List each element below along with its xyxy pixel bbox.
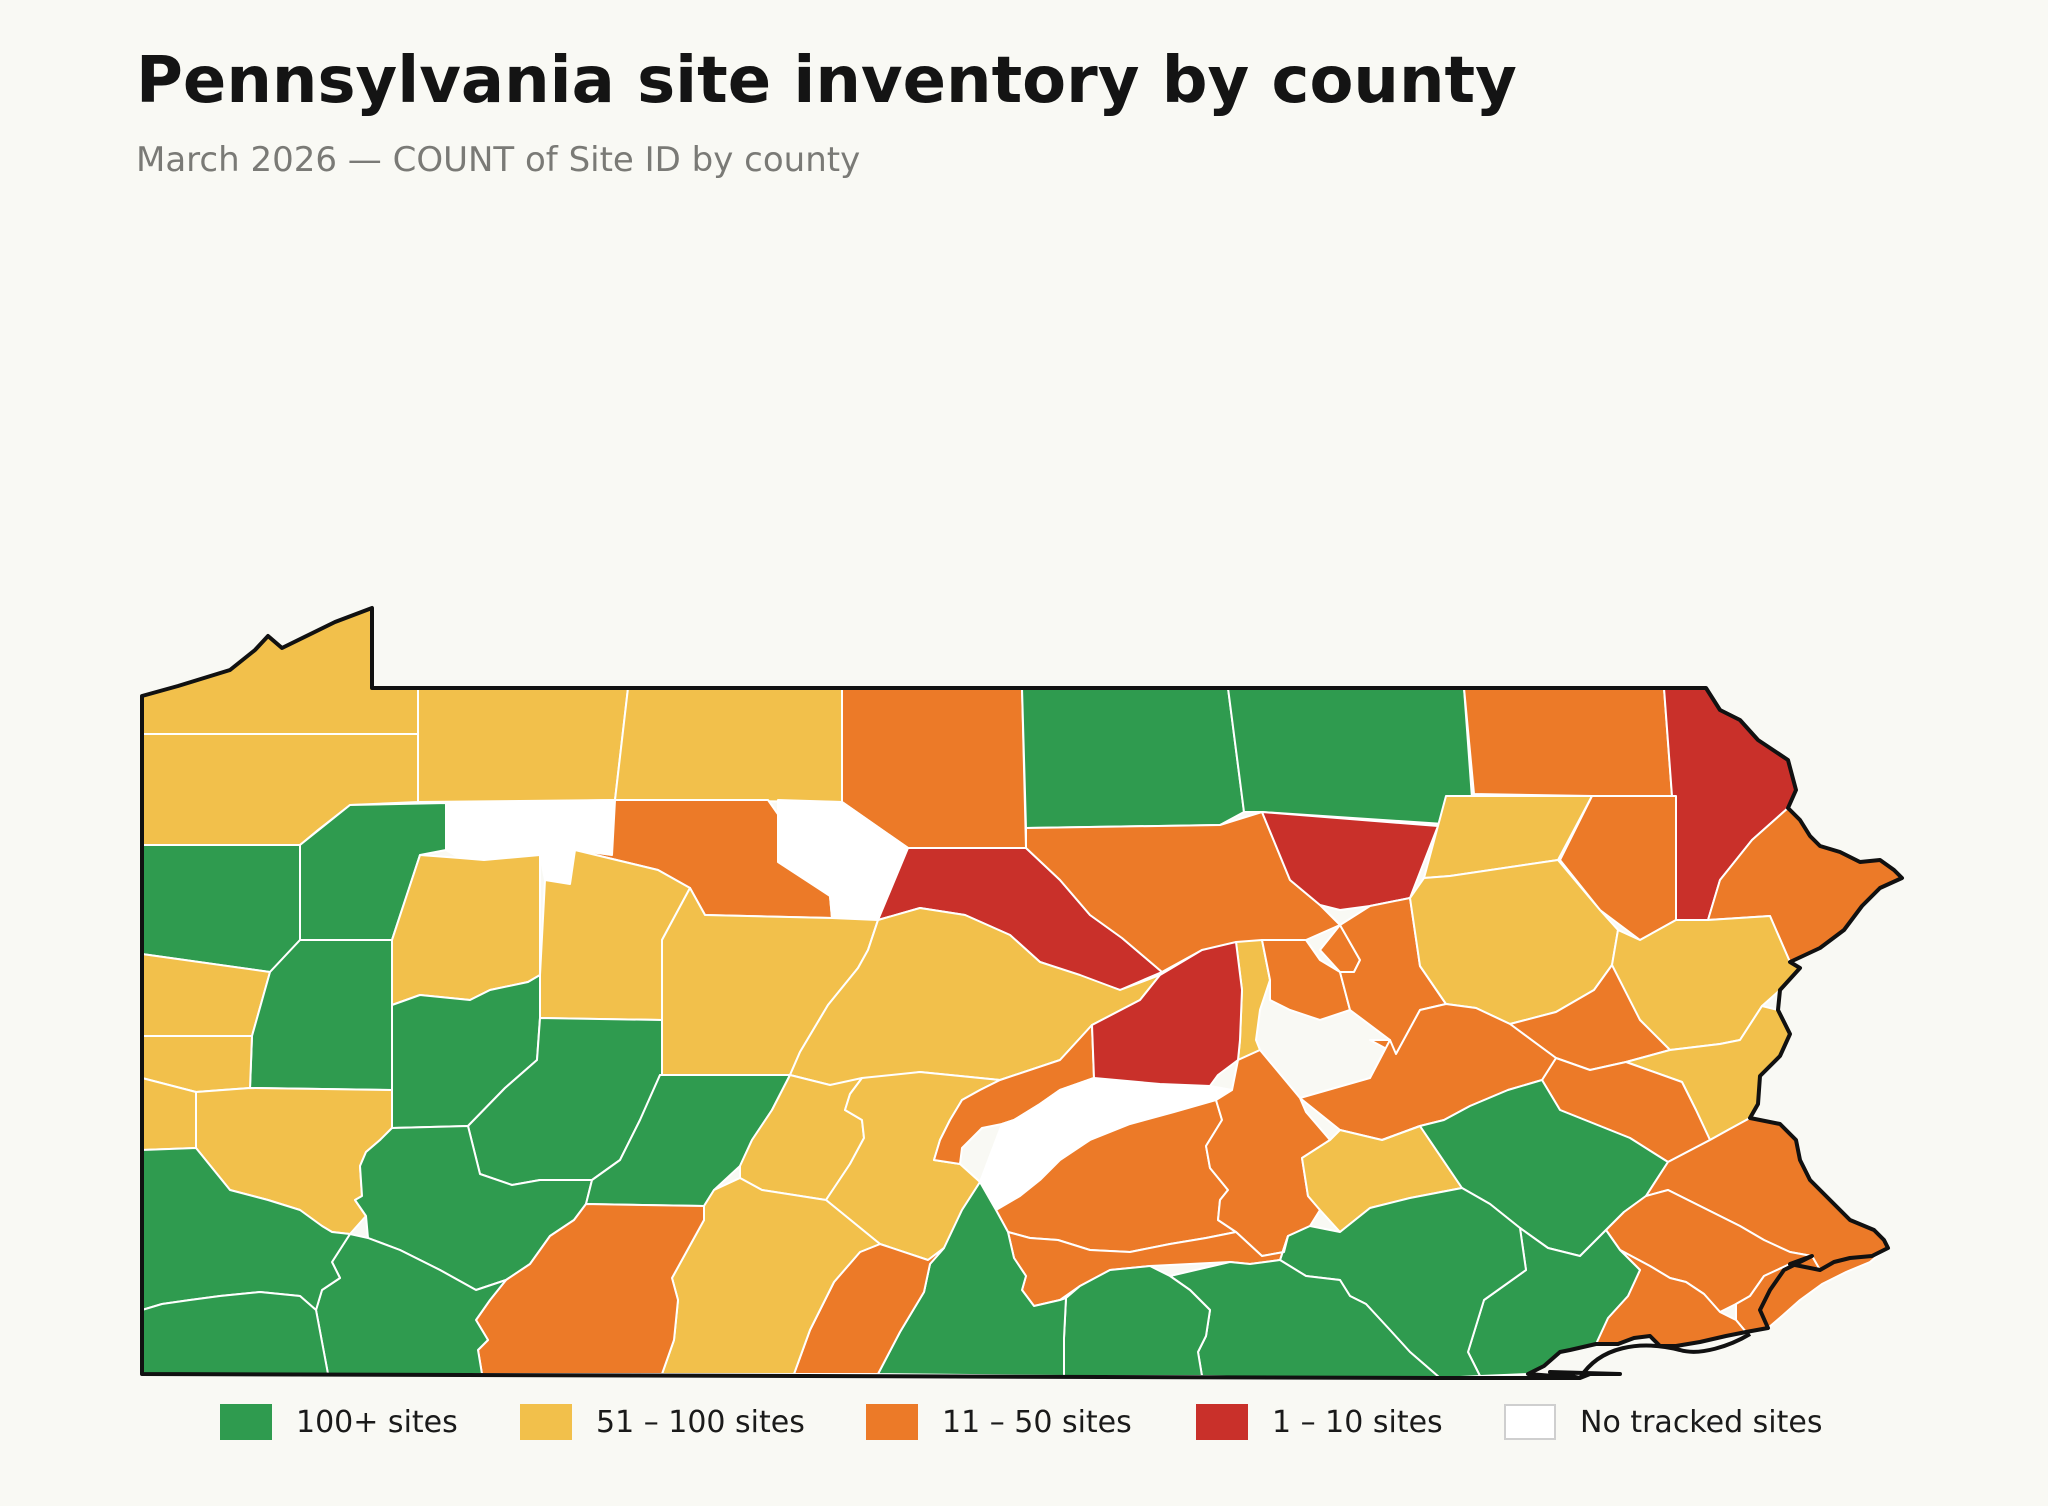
legend-swatch-orange	[866, 1404, 918, 1440]
state-outline	[140, 606, 1904, 1380]
county-warren[interactable]	[417, 687, 629, 803]
legend-swatch-green	[220, 1404, 272, 1440]
legend-item-11-50: 11 – 50 sites	[866, 1402, 1132, 1442]
legend-item-none: No tracked sites	[1504, 1402, 1822, 1442]
legend-label: 11 – 50 sites	[942, 1404, 1132, 1440]
county-mercer[interactable]	[141, 844, 301, 973]
legend-item-1-10: 1 – 10 sites	[1196, 1402, 1443, 1442]
county-bradford[interactable]	[1227, 687, 1475, 827]
state-outline-se	[1578, 1332, 1752, 1380]
county-erie[interactable]	[141, 607, 419, 735]
legend-item-51-100: 51 – 100 sites	[520, 1402, 805, 1442]
legend-swatch-yellow	[520, 1404, 572, 1440]
legend-label: 51 – 100 sites	[596, 1404, 805, 1440]
county-susquehanna[interactable]	[1463, 687, 1673, 797]
county-northumberland[interactable]	[1261, 939, 1351, 1021]
legend-label: No tracked sites	[1580, 1404, 1823, 1440]
legend-item-100-plus: 100+ sites	[220, 1402, 458, 1442]
county-sullivan[interactable]	[1261, 811, 1439, 911]
legend-swatch-white	[1504, 1404, 1556, 1440]
county-clarion[interactable]	[391, 854, 541, 1006]
county-tioga[interactable]	[1021, 687, 1245, 829]
legend-swatch-red	[1196, 1404, 1248, 1440]
page-title: Pennsylvania site inventory by county	[136, 44, 1517, 118]
page-subtitle: March 2026 — COUNT of Site ID by county	[136, 140, 861, 180]
county-greene[interactable]	[141, 1291, 329, 1375]
legend: 100+ sites 51 – 100 sites 11 – 50 sites …	[0, 1402, 2048, 1442]
county-mckean[interactable]	[614, 687, 843, 803]
county-snyder[interactable]	[1091, 941, 1243, 1087]
legend-label: 100+ sites	[296, 1404, 458, 1440]
legend-label: 1 – 10 sites	[1272, 1404, 1443, 1440]
